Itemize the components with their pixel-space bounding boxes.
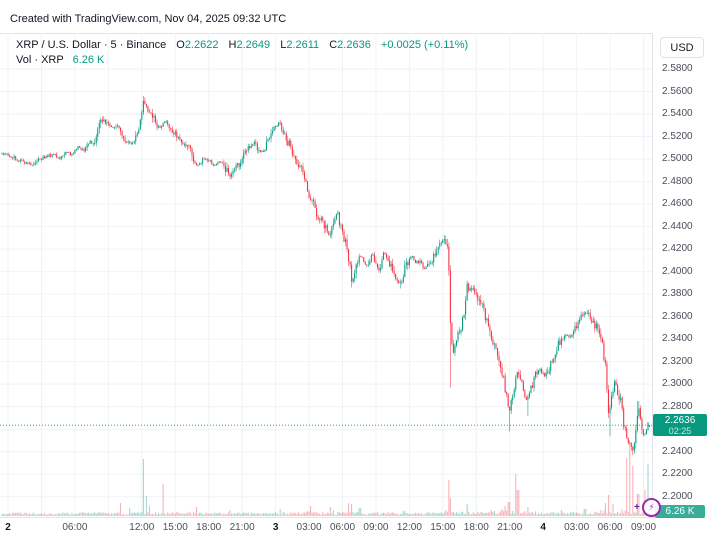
symbol-title[interactable]: XRP / U.S. Dollar · 5 · Binance	[16, 39, 167, 51]
price-tick-label: 2.3200	[662, 355, 693, 367]
time-tick-label: 15:00	[430, 522, 456, 533]
ohlc-low-label: L	[280, 39, 287, 51]
change-value: +0.0025 (+0.11%)	[380, 39, 469, 51]
last-price-badge: 2.2636 02:25	[653, 414, 707, 437]
time-tick-label: 18:00	[463, 522, 489, 533]
price-tick-label: 2.4400	[662, 220, 693, 232]
price-tick-label: 2.2200	[662, 468, 693, 480]
ohlc-high: H2.2649	[229, 39, 271, 51]
ohlc-high-value: 2.2649	[236, 39, 271, 51]
ohlc-open-label: O	[176, 39, 185, 51]
time-tick-label: 03:00	[564, 522, 590, 533]
currency-usd-button[interactable]: USD	[660, 37, 704, 58]
time-tick-label: 03:00	[296, 522, 322, 533]
time-tick-label: 21:00	[497, 522, 523, 533]
price-tick-label: 2.4600	[662, 198, 693, 210]
legend-row-main: XRP / U.S. Dollar · 5 · Binance O2.2622 …	[16, 39, 468, 51]
price-tick-label: 2.5000	[662, 153, 693, 165]
time-tick-label: 3	[272, 522, 279, 533]
time-tick-label: 2	[5, 522, 11, 533]
price-tick-label: 2.3800	[662, 288, 693, 300]
volume-study-value: 6.26 K	[72, 54, 105, 66]
time-tick-label: 06:00	[597, 522, 623, 533]
flash-cursor-icon: ⚡	[642, 498, 661, 517]
price-axis[interactable]: USD 2.5800 2.5600 2.5400 2.5200 2.5000 2.4800…	[652, 33, 707, 517]
ohlc-open-value: 2.2622	[184, 39, 219, 51]
time-tick-label: 06:00	[62, 522, 88, 533]
legend-row-volume: Vol · XRP 6.26 K	[16, 54, 104, 66]
price-tick-label: 2.4800	[662, 175, 693, 187]
price-tick-label: 2.4000	[662, 265, 693, 277]
last-price-value: 2.2636	[664, 415, 696, 427]
time-tick-label: 4	[540, 522, 546, 533]
price-tick-label: 2.2000	[662, 490, 693, 502]
price-tick-label: 2.3600	[662, 310, 693, 322]
ohlc-close-label: C	[329, 39, 338, 51]
ohlc-open: O2.2622	[176, 39, 218, 51]
price-tick-label: 2.3400	[662, 333, 693, 345]
time-tick-label: 12:00	[129, 522, 155, 533]
price-tick-label: 2.4200	[662, 243, 693, 255]
price-tick-label: 2.5800	[662, 63, 693, 75]
ohlc-high-label: H	[228, 39, 237, 51]
time-tick-label: 09:00	[631, 522, 657, 533]
candlestick-plot[interactable]	[0, 33, 652, 517]
time-tick-label: 12:00	[396, 522, 422, 533]
time-tick-label: 21:00	[229, 522, 255, 533]
ohlc-low: L2.2611	[280, 39, 319, 51]
volume-study-label: Vol · XRP	[16, 54, 64, 66]
bar-countdown: 02:25	[668, 426, 692, 437]
price-tick-label: 2.5400	[662, 108, 693, 120]
plus-cursor-icon: +	[634, 502, 640, 513]
attribution-text: Created with TradingView.com, Nov 04, 20…	[10, 13, 287, 25]
time-tick-label: 06:00	[329, 522, 356, 533]
time-axis[interactable]: 2 06:00 12:00 15:00 18:00 21:00 3 03:00 06:00 09:…	[0, 517, 707, 535]
time-tick-label: 09:00	[363, 522, 389, 533]
ohlc-close-value: 2.2636	[337, 39, 371, 51]
volume-badge: 6.26 K	[655, 505, 705, 518]
ohlc-close: C2.2636	[329, 39, 371, 51]
time-tick-label: 18:00	[196, 522, 222, 533]
price-tick-label: 2.2800	[662, 400, 693, 412]
ohlc-low-value: 2.2611	[286, 39, 320, 51]
price-tick-label: 2.3000	[662, 378, 693, 390]
price-tick-label: 2.5200	[662, 130, 693, 142]
price-tick-label: 2.5600	[662, 85, 693, 97]
price-tick-label: 2.2400	[662, 445, 693, 457]
chart-top-border	[0, 33, 707, 34]
time-tick-label: 15:00	[162, 522, 188, 533]
